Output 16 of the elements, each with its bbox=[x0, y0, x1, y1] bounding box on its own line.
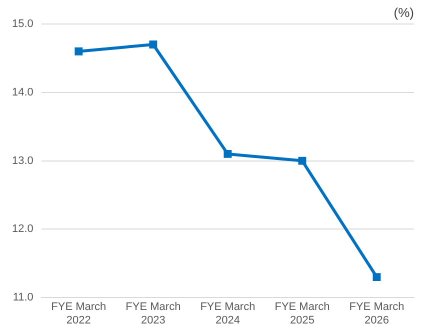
point bbox=[224, 150, 232, 158]
point bbox=[149, 40, 158, 48]
x-tick-label: FYE March 2023 bbox=[126, 301, 181, 326]
y-tick-label: 12.0 bbox=[12, 223, 34, 236]
x-tick-label: FYE March 2024 bbox=[200, 301, 256, 326]
x-tick-label: FYE March 2025 bbox=[274, 301, 330, 326]
point bbox=[298, 156, 306, 165]
y-tick-label: 15.0 bbox=[12, 18, 34, 30]
x-tick-label: FYE March 2022 bbox=[51, 301, 106, 326]
point bbox=[372, 273, 381, 282]
y-axis-title: (%) bbox=[394, 5, 414, 20]
point bbox=[74, 47, 83, 56]
y-tick-label: 11.0 bbox=[12, 292, 34, 304]
y-tick-label: 13.0 bbox=[12, 154, 34, 167]
x-tick-label: FYE March 2026 bbox=[349, 301, 404, 326]
y-tick-label: 14.0 bbox=[12, 86, 34, 98]
